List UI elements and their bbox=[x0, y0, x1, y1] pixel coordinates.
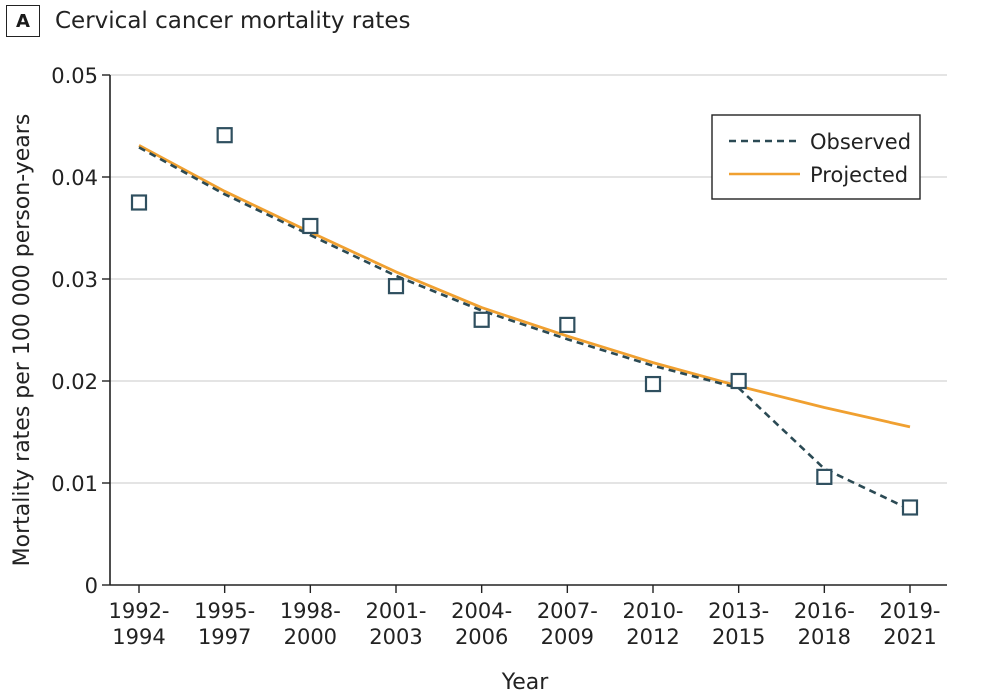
x-tick-label: 2013-2015 bbox=[708, 599, 769, 649]
observed-point-marker bbox=[901, 499, 919, 516]
observed-point-marker bbox=[730, 372, 747, 390]
y-tick-label: 0.03 bbox=[51, 268, 98, 292]
legend: Observed Projected bbox=[711, 114, 921, 200]
x-tick-labels: 1992-1994 1995-1997 1998-2000 2001-2003 2004… bbox=[108, 599, 940, 649]
panel-title: Cervical cancer mortality rates bbox=[55, 8, 411, 34]
observed-point-marker bbox=[559, 316, 576, 333]
observed-point-marker bbox=[473, 311, 490, 328]
series-line-observed bbox=[138, 146, 911, 511]
x-tick-label: 1992-1994 bbox=[108, 599, 169, 649]
observed-point-marker bbox=[302, 217, 319, 235]
x-tick-label: 2016-2018 bbox=[794, 599, 855, 649]
x-axis-label: Year bbox=[501, 670, 550, 695]
y-tick-labels: 0 0.01 0.02 0.03 0.04 0.05 bbox=[51, 64, 98, 598]
legend-label-projected: Projected bbox=[810, 163, 908, 187]
y-tick-label: 0.02 bbox=[51, 370, 98, 394]
x-tick-label: 1998-2000 bbox=[280, 599, 341, 649]
legend-label-observed: Observed bbox=[810, 130, 911, 154]
x-tick-label: 2004-2006 bbox=[451, 599, 512, 649]
y-axis-label: Mortality rates per 100 000 person-years bbox=[10, 114, 35, 567]
observed-point-marker bbox=[816, 468, 833, 485]
observed-point-marker bbox=[387, 278, 405, 295]
legend-box bbox=[711, 114, 921, 200]
y-tick-label: 0.05 bbox=[51, 64, 98, 88]
x-tick-label: 2001-2003 bbox=[365, 599, 426, 649]
x-tick-label: 1995-1997 bbox=[194, 599, 255, 649]
panel-letter: A bbox=[6, 5, 40, 37]
x-tick-label: 2007-2009 bbox=[537, 599, 598, 649]
y-tick-label: 0 bbox=[85, 574, 98, 598]
y-tick-label: 0.04 bbox=[51, 166, 98, 190]
axes bbox=[102, 74, 947, 593]
x-tick-label: 2019-2021 bbox=[879, 599, 940, 649]
y-tick-label: 0.01 bbox=[51, 472, 98, 496]
series-line-projected bbox=[138, 144, 911, 429]
observed-point-marker bbox=[644, 375, 662, 393]
x-tick-label: 2010-2012 bbox=[622, 599, 683, 649]
observed-point-marker bbox=[130, 194, 148, 211]
series-lines bbox=[138, 144, 911, 511]
observed-markers bbox=[130, 127, 919, 516]
observed-point-marker bbox=[216, 127, 233, 144]
